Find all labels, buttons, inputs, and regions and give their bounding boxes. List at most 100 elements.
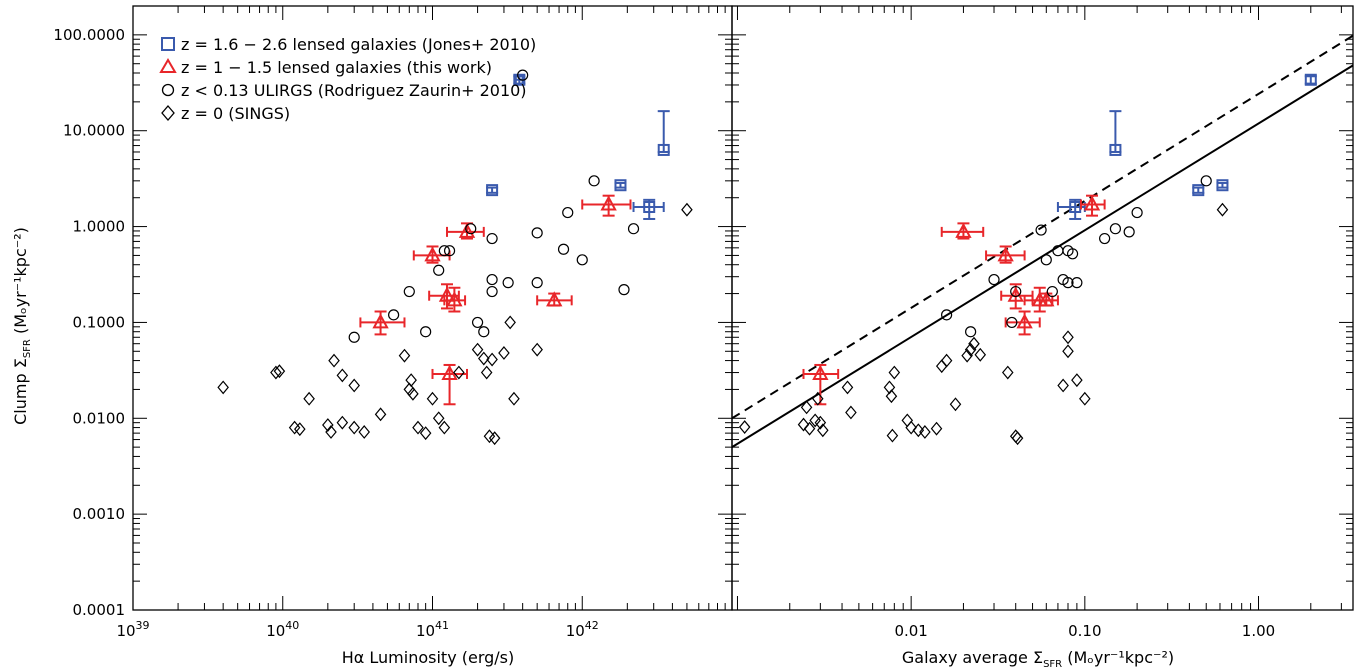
left-circle-point [443, 245, 456, 257]
right-triangle-point [955, 222, 972, 238]
right-diamond-point [1216, 202, 1229, 217]
left-diamond-point [486, 352, 498, 367]
legend-item-jones: z = 1.6 − 2.6 lensed galaxies (Jones+ 20… [161, 35, 536, 54]
legend-triangle-marker [159, 58, 177, 73]
right-circle-point [1099, 232, 1111, 245]
left-circle-point [478, 326, 490, 338]
right-diamond-point [888, 365, 901, 380]
tick-exponent: 41 [435, 619, 449, 632]
y-tick-label: 0.0010 [73, 505, 126, 523]
right-circle-point [1200, 175, 1212, 187]
right-diamond-point [940, 353, 953, 368]
left-triangle-point [600, 195, 617, 211]
left-diamond-point [412, 420, 424, 435]
legend-item-this-work: z = 1 − 1.5 lensed galaxies (this work) [159, 58, 492, 77]
right-circle-point [1046, 285, 1058, 298]
left-triangle-point [546, 291, 563, 307]
left-diamond-point [322, 418, 334, 432]
left-diamond-point [471, 342, 484, 357]
left-diamond-point [531, 342, 543, 357]
right-diamond-point [885, 389, 898, 404]
right-x-tick-label: 0.10 [1068, 622, 1101, 640]
right-square-point [1304, 73, 1317, 86]
left-square-point [657, 143, 670, 156]
left-x-tick-label: 1041 [416, 619, 449, 640]
left-diamond-point [480, 365, 493, 380]
left-circle-point [576, 254, 588, 266]
right-x-axis-title-unit: (Mₒyr⁻¹kpc⁻²) [1062, 648, 1174, 667]
right-square-point [1192, 184, 1205, 197]
left-x-tick-label: 1039 [116, 619, 149, 640]
right-diamond-point [1062, 330, 1074, 345]
right-circle-point [988, 273, 1000, 286]
right-diamond-point [1011, 431, 1024, 446]
left-diamond-point [488, 431, 501, 446]
right-x-tick-label: 0.01 [894, 622, 927, 640]
left-diamond-point [325, 425, 337, 439]
right-diamond-point [964, 342, 977, 357]
legend-item-ulirgs: z < 0.13 ULIRGS (Rodriguez Zaurin+ 2010) [161, 81, 527, 100]
left-diamond-point [477, 351, 490, 366]
right-diamond-point [949, 397, 962, 412]
right-circle-point [1006, 316, 1018, 329]
left-circle-point [471, 316, 484, 329]
right-x-axis-title-sub: SFR [1043, 659, 1062, 670]
left-circle-point [502, 277, 514, 289]
right-x-tick-label: 1.00 [1242, 622, 1275, 640]
right-plot-frame [731, 5, 1354, 611]
right-diamond-point [901, 413, 914, 428]
right-diamond-point [800, 400, 813, 415]
left-circle-point [562, 206, 574, 219]
right-diamond-point [1057, 378, 1069, 393]
right-circle-point [965, 326, 977, 338]
right-circle-point [1062, 277, 1074, 289]
legend-item-sings: z = 0 (SINGS) [161, 104, 290, 123]
left-triangle-point [458, 222, 476, 238]
left-triangle-point [424, 246, 441, 262]
right-diamond-point [974, 347, 987, 362]
right-fit-line-dashed [731, 34, 1354, 420]
tick-base: 10 [566, 622, 585, 640]
left-circle-point [403, 285, 415, 298]
right-diamond-point [935, 359, 948, 374]
left-diamond-point [681, 202, 693, 217]
right-diamond-point [809, 413, 821, 428]
left-circle-point [486, 232, 498, 245]
right-circle-point [1071, 277, 1083, 289]
left-diamond-point [270, 365, 282, 380]
right-diamond-point [961, 348, 973, 363]
left-circle-point [433, 264, 445, 276]
y-tick-label: 1.0000 [73, 218, 126, 236]
left-x-tick-label: 1042 [566, 619, 599, 640]
left-square-point [486, 184, 499, 197]
legend-label-this-work: z = 1 − 1.5 lensed galaxies (this work) [181, 58, 492, 77]
left-circle-point [486, 285, 498, 298]
left-triangle-point [441, 364, 458, 380]
y-axis-title-main: Clump Σ [11, 358, 30, 425]
right-circle-point [1066, 248, 1079, 260]
right-diamond-point [886, 428, 899, 443]
right-diamond-point [814, 415, 827, 430]
right-circle-point [1035, 224, 1047, 236]
left-diamond-point [358, 425, 371, 439]
left-diamond-point [348, 378, 360, 393]
right-diamond-point [1009, 429, 1022, 444]
left-circle-point [517, 69, 529, 81]
right-diamond-point [1071, 373, 1083, 388]
right-triangle-point [812, 364, 829, 380]
right-circle-point [1040, 254, 1052, 266]
left-panel: 100.0000 10.0000 1.0000 0.1000 0.0100 0.0010 0… [53, 5, 733, 640]
left-diamond-point [438, 420, 451, 435]
left-circle-point [557, 243, 570, 255]
left-diamond-point [453, 365, 465, 380]
left-diamond-point [419, 426, 432, 441]
right-diamond-point [845, 405, 857, 420]
right-x-axis-title: Galaxy average ΣSFR (Mₒyr⁻¹kpc⁻²) [902, 648, 1174, 670]
right-diamond-point [1062, 344, 1074, 359]
right-diamond-point [1079, 391, 1091, 406]
y-tick-label: 0.0001 [73, 601, 126, 619]
right-diamond-point [1001, 365, 1014, 380]
left-diamond-point [432, 411, 445, 426]
tick-exponent: 42 [585, 619, 599, 632]
y-tick-label: 0.1000 [73, 313, 126, 331]
